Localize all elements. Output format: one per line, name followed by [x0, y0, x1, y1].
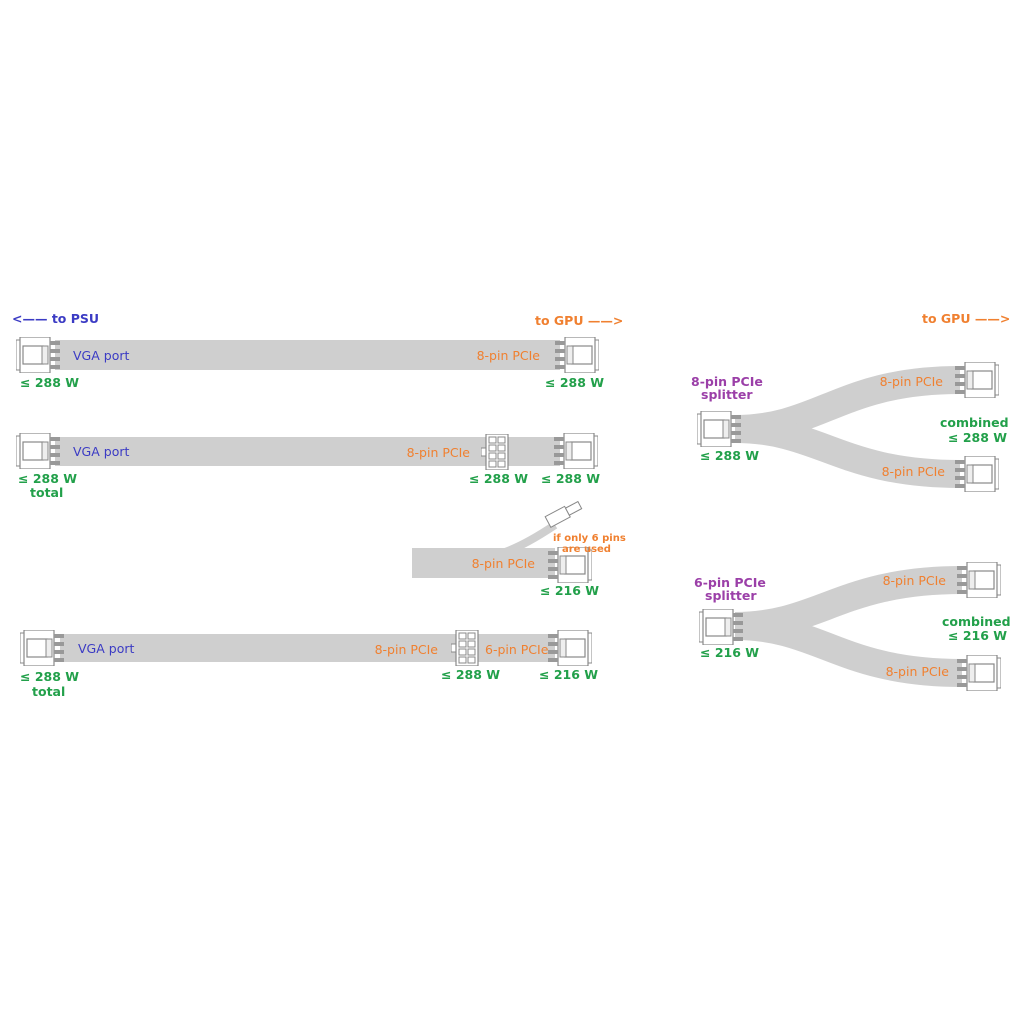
watt-label: ≤ 288 W — [541, 471, 600, 486]
splitter-name: 8-pin PCIe — [691, 374, 763, 389]
branch-lower — [734, 415, 961, 488]
vga-connector — [16, 337, 60, 373]
vga-connector — [20, 630, 64, 666]
watt-label: ≤ 288 W — [700, 448, 759, 463]
watt-label: ≤ 288 W — [20, 669, 79, 684]
cable-row-2: VGA port 8-pin PCIe ≤ 288 W total ≤ 288 … — [16, 433, 600, 500]
combined-label: combined — [942, 614, 1011, 629]
port-label: 8-pin PCIe — [882, 464, 946, 479]
splitter-output-connector — [957, 655, 1001, 691]
cable-row-1: VGA port 8-pin PCIe ≤ 288 W ≤ 288 W — [16, 337, 604, 390]
to-gpu-label-right: to GPU ——> — [922, 311, 1010, 326]
pcie-8pin-connector — [554, 433, 598, 469]
watt-label: ≤ 216 W — [700, 645, 759, 660]
port-label: 8-pin PCIe — [886, 664, 950, 679]
port-label: 8-pin PCIe — [472, 556, 536, 571]
port-label: 8-pin PCIe — [883, 573, 947, 588]
watt-note: total — [30, 485, 63, 500]
splitter-output-connector — [955, 362, 999, 398]
branch-lower — [734, 612, 963, 687]
watt-label: ≤ 288 W — [18, 471, 77, 486]
watt-label: ≤ 288 W — [20, 375, 79, 390]
port-label: VGA port — [78, 641, 134, 656]
extra-pin-wire — [503, 521, 558, 556]
to-psu-label: <—— to PSU — [12, 311, 99, 326]
splitter-input-connector — [697, 411, 741, 447]
pcie-8pin-connector — [555, 337, 599, 373]
watt-label: ≤ 288 W — [469, 471, 528, 486]
port-label: 8-pin PCIe — [477, 348, 541, 363]
combined-label: combined — [940, 415, 1009, 430]
to-gpu-label: to GPU ——> — [535, 313, 623, 328]
port-label: 8-pin PCIe — [880, 374, 944, 389]
splitter-name: splitter — [705, 588, 757, 603]
port-label: VGA port — [73, 444, 129, 459]
splitter-6pin: 6-pin PCIe splitter ≤ 216 W 8-pin PCIe 8… — [694, 562, 1011, 691]
port-label: 6-pin PCIe — [485, 642, 549, 657]
cable — [412, 548, 555, 578]
extra-pins-plug — [544, 500, 583, 528]
port-label: 8-pin PCIe — [375, 642, 439, 657]
cable — [55, 437, 560, 466]
cable — [55, 340, 560, 370]
watt-label: ≤ 288 W — [948, 430, 1007, 445]
splitter-8pin: 8-pin PCIe splitter ≤ 288 W 8-pin PCIe 8… — [691, 362, 1009, 492]
watt-note: total — [32, 684, 65, 699]
splitter-output-connector — [957, 562, 1001, 598]
cable-row-3: 8-pin PCIe if only 6 pins are used ≤ 216… — [412, 500, 626, 598]
splitter-name: 6-pin PCIe — [694, 575, 766, 590]
port-label: VGA port — [73, 348, 129, 363]
watt-label: ≤ 288 W — [441, 667, 500, 682]
vga-connector — [16, 433, 60, 469]
splitter-name: splitter — [701, 387, 753, 402]
port-label: 8-pin PCIe — [407, 445, 471, 460]
cable-row-4: VGA port 8-pin PCIe 6-pin PCIe ≤ 288 W t… — [20, 630, 598, 699]
watt-label: ≤ 288 W — [545, 375, 604, 390]
watt-label: ≤ 216 W — [948, 628, 1007, 643]
watt-label: ≤ 216 W — [539, 667, 598, 682]
watt-label: ≤ 216 W — [540, 583, 599, 598]
note: are used — [562, 544, 611, 555]
note: if only 6 pins — [553, 533, 626, 544]
splitter-output-connector — [955, 456, 999, 492]
